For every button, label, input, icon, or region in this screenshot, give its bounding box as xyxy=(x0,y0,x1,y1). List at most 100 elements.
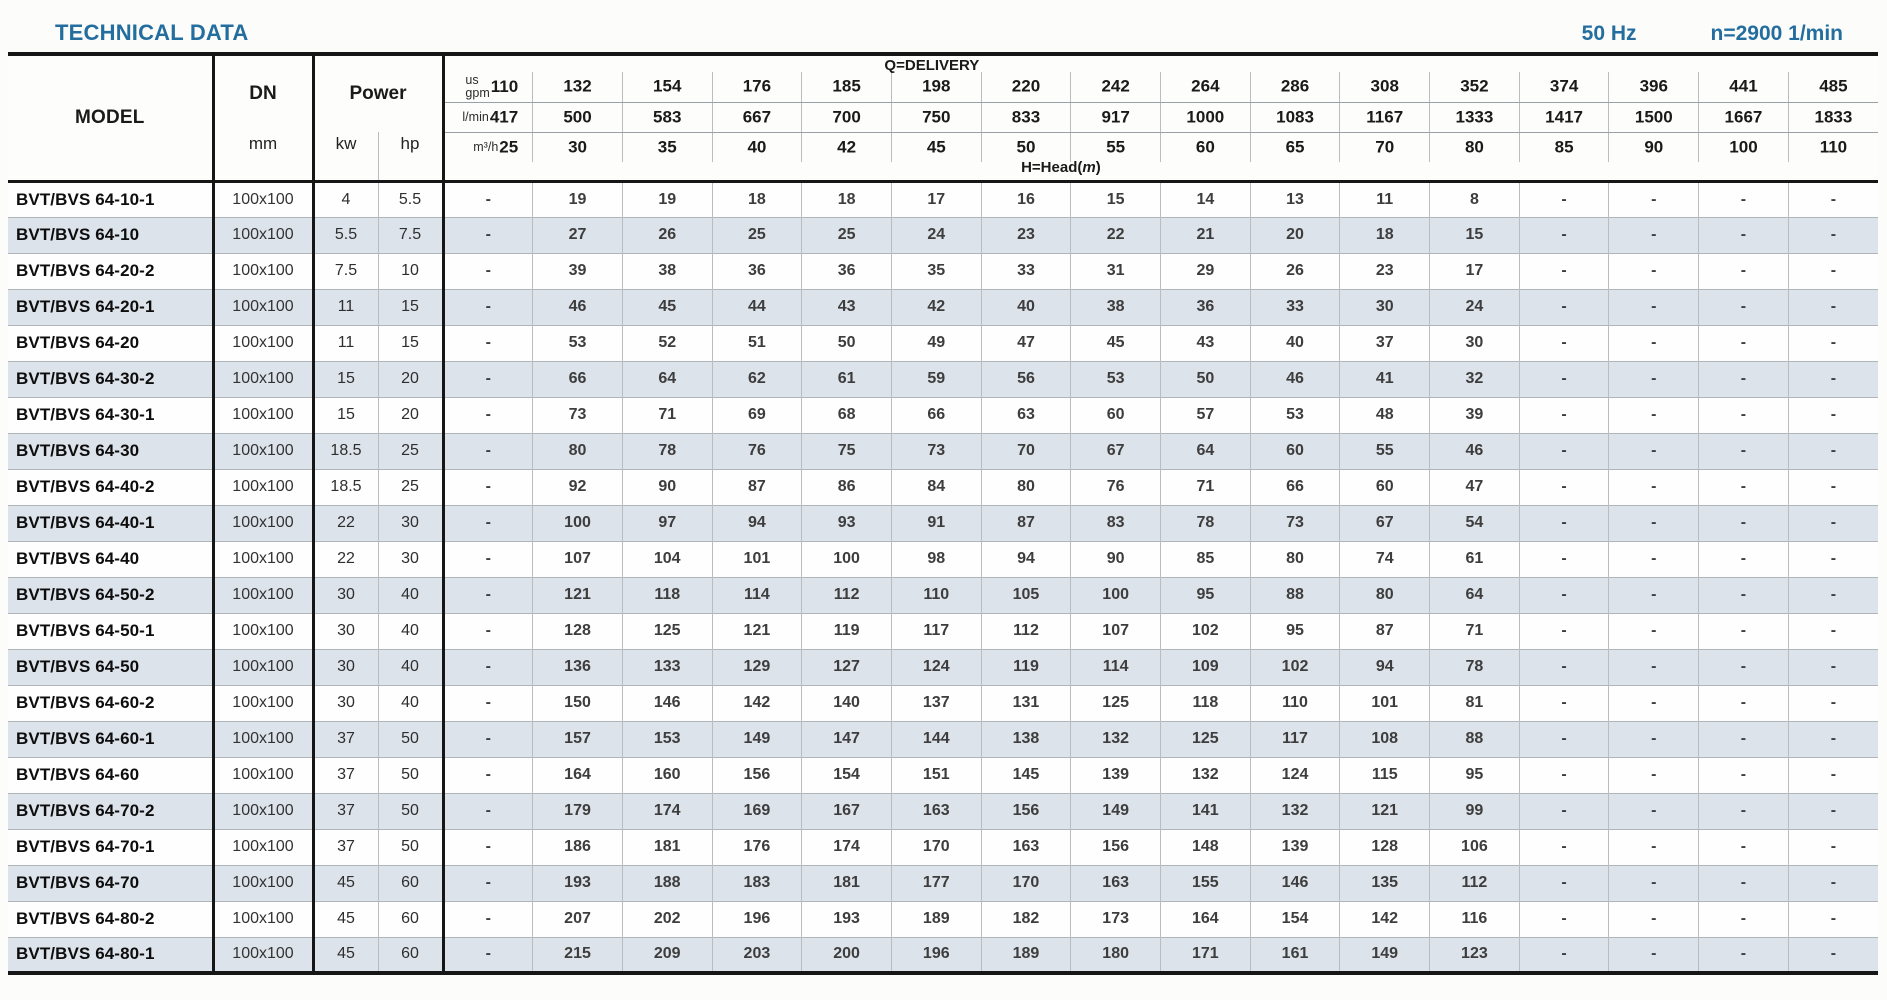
head-value-cell: 17 xyxy=(1429,252,1520,289)
head-value-cell: 87 xyxy=(1339,612,1431,649)
flow-header-cell: 441 xyxy=(1698,72,1789,103)
head-value-cell: 131 xyxy=(981,684,1072,721)
flow-header-value: 667 xyxy=(742,107,772,127)
head-value-cell: - xyxy=(1519,540,1610,577)
head-value-cell: - xyxy=(1698,720,1789,757)
head-value-cell: 102 xyxy=(1250,648,1341,685)
head-value-cell: 45 xyxy=(622,288,713,325)
head-value-cell: 167 xyxy=(801,792,892,829)
head-value-cell: 124 xyxy=(1250,756,1341,793)
head-value-cell: 123 xyxy=(1429,936,1520,973)
flow-unit-label-line: gpm xyxy=(465,85,490,100)
head-value-cell: 132 xyxy=(1160,756,1251,793)
flow-header-value: 352 xyxy=(1460,77,1489,96)
head-value-cell: 73 xyxy=(532,396,623,433)
head-value-cell: 163 xyxy=(1070,864,1161,901)
head-value-cell: 71 xyxy=(1160,468,1251,505)
head-value-cell: 109 xyxy=(1160,648,1251,685)
head-value-cell: 128 xyxy=(1339,828,1431,865)
flow-header-value: 917 xyxy=(1101,107,1130,127)
head-value-cell: - xyxy=(443,612,534,649)
head-value-cell: 63 xyxy=(981,396,1072,433)
head-value-cell: - xyxy=(1519,288,1610,325)
head-value-cell: 114 xyxy=(712,576,803,613)
flow-unit-label: l/min xyxy=(462,109,489,124)
head-value-cell: - xyxy=(1608,216,1700,253)
flow-header-cell: 198 xyxy=(891,72,982,103)
flow-header-cell: 220 xyxy=(981,72,1072,103)
head-value-cell: 55 xyxy=(1339,432,1431,469)
head-value-cell: - xyxy=(1519,792,1610,829)
flow-header-cell: 55 xyxy=(1070,132,1161,162)
flow-header-cell: 176 xyxy=(712,72,803,103)
head-value-cell: - xyxy=(1788,792,1878,829)
head-value-cell: - xyxy=(1788,684,1878,721)
head-value-cell: 23 xyxy=(981,216,1072,253)
flow-header-value: 833 xyxy=(1011,107,1041,127)
head-value-cell: - xyxy=(443,864,534,901)
head-value-cell: 128 xyxy=(532,612,623,649)
head-value-cell: 155 xyxy=(1160,864,1251,901)
head-value-cell: 45 xyxy=(1070,324,1161,361)
head-value-cell: 62 xyxy=(712,360,803,397)
kw-cell: 30 xyxy=(313,648,379,685)
flow-header-value: 65 xyxy=(1285,137,1305,157)
kw-cell: 4 xyxy=(313,181,379,217)
head-value-cell: - xyxy=(1698,576,1789,613)
flow-unit-label-line: l/min xyxy=(462,109,489,124)
head-value-cell: 25 xyxy=(712,216,803,253)
table-row: BVT/BVS 64-20 100x100 11 15-53 52 51 50 49 47 45 4… xyxy=(8,324,1878,361)
flow-header-cell: 264 xyxy=(1160,72,1251,103)
head-value-cell: - xyxy=(1519,720,1610,757)
flow-header-value: 90 xyxy=(1644,137,1664,157)
flow-header-value: 396 xyxy=(1639,77,1668,96)
hp-cell: 50 xyxy=(378,756,445,793)
dn-cell: 100x100 xyxy=(213,900,315,937)
head-value-cell: 40 xyxy=(1250,324,1341,361)
head-value-cell: 121 xyxy=(1339,792,1431,829)
flow-unit-row-lmin: l/min 417 500 583 667 700 750 833 917 1000 1083 116… xyxy=(8,102,1878,133)
kw-cell: 11 xyxy=(313,288,379,325)
dn-cell: 100x100 xyxy=(213,216,315,253)
head-value-cell: 85 xyxy=(1160,540,1251,577)
head-value-cell: - xyxy=(1519,648,1610,685)
head-value-cell: 50 xyxy=(1160,360,1251,397)
flow-header-value: 1833 xyxy=(1814,107,1853,127)
flow-header-cell: 833 xyxy=(981,102,1072,133)
head-value-cell: 94 xyxy=(1339,648,1431,685)
head-value-cell: 71 xyxy=(622,396,713,433)
dn-cell: 100x100 xyxy=(213,252,315,289)
head-value-cell: - xyxy=(1608,900,1700,937)
head-value-cell: - xyxy=(443,540,534,577)
head-value-cell: 97 xyxy=(622,504,713,541)
table-row: BVT/BVS 64-70-1 100x100 37 50-186 181 176 174 1… xyxy=(8,828,1878,865)
head-value-cell: 48 xyxy=(1339,396,1431,433)
head-value-cell: 46 xyxy=(532,288,623,325)
head-value-cell: 51 xyxy=(712,324,803,361)
head-value-cell: 115 xyxy=(1339,756,1431,793)
head-value-cell: 146 xyxy=(622,684,713,721)
head-value-cell: 181 xyxy=(622,828,713,865)
flow-header-value: 42 xyxy=(837,137,857,157)
head-value-cell: - xyxy=(1788,324,1878,361)
head-value-cell: 137 xyxy=(891,684,982,721)
table-row: BVT/BVS 64-20-2 100x100 7.5 10-39 38 36 36 35 33… xyxy=(8,252,1878,289)
head-value-cell: 73 xyxy=(891,432,982,469)
head-value-cell: - xyxy=(1698,936,1789,973)
flow-header-value: 60 xyxy=(1195,137,1215,157)
head-value-cell: 124 xyxy=(891,648,982,685)
head-value-cell: 39 xyxy=(1429,396,1520,433)
model-cell: BVT/BVS 64-60 xyxy=(8,756,215,793)
head-value-cell: - xyxy=(443,900,534,937)
head-value-cell: 101 xyxy=(1339,684,1431,721)
flow-header-value: 100 xyxy=(1729,137,1758,157)
head-value-cell: 61 xyxy=(1429,540,1520,577)
flow-header-cell: 396 xyxy=(1608,72,1700,103)
head-value-cell: 121 xyxy=(712,612,803,649)
head-value-cell: 94 xyxy=(712,504,803,541)
flow-header-cell: 352 xyxy=(1429,72,1520,103)
head-value-cell: 171 xyxy=(1160,936,1251,973)
table-body: BVT/BVS 64-10-1 100x100 4 5.5-19 19 18 18 17 16 1… xyxy=(8,181,1878,973)
head-value-cell: 144 xyxy=(891,720,982,757)
head-value-cell: - xyxy=(1608,936,1700,973)
